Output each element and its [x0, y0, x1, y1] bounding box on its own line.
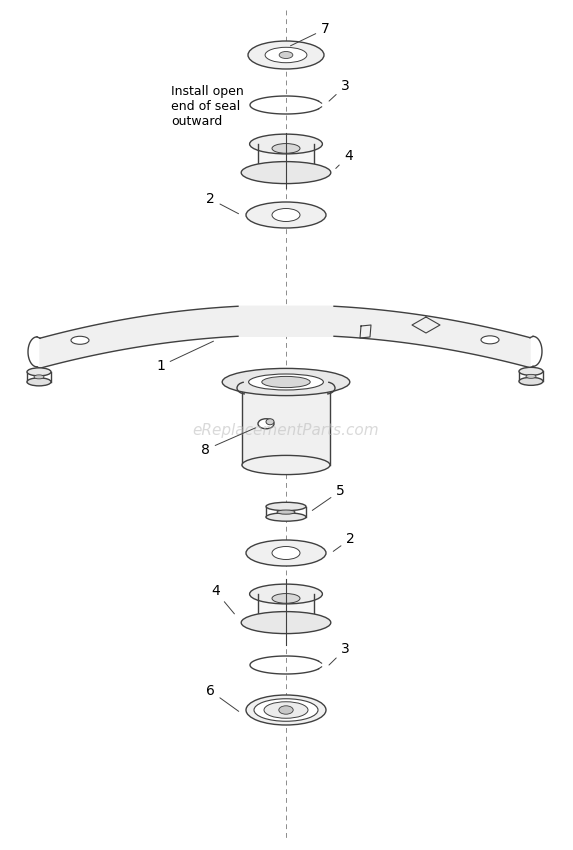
- Ellipse shape: [481, 336, 499, 344]
- Ellipse shape: [258, 612, 314, 629]
- Ellipse shape: [519, 377, 543, 385]
- Ellipse shape: [258, 162, 314, 178]
- Ellipse shape: [27, 378, 51, 386]
- Ellipse shape: [241, 612, 331, 633]
- Ellipse shape: [222, 368, 350, 395]
- Ellipse shape: [248, 41, 324, 69]
- Ellipse shape: [241, 162, 331, 184]
- Ellipse shape: [272, 547, 300, 559]
- Ellipse shape: [265, 48, 307, 63]
- Text: 6: 6: [206, 684, 239, 711]
- Ellipse shape: [279, 706, 293, 714]
- Ellipse shape: [272, 593, 300, 604]
- Text: 1: 1: [156, 341, 214, 373]
- Ellipse shape: [34, 375, 44, 379]
- Ellipse shape: [246, 202, 326, 228]
- Text: 4: 4: [336, 149, 353, 168]
- Polygon shape: [40, 306, 530, 368]
- Ellipse shape: [27, 368, 51, 376]
- Ellipse shape: [266, 502, 306, 511]
- Ellipse shape: [250, 584, 323, 604]
- Text: 8: 8: [201, 428, 256, 456]
- Ellipse shape: [279, 52, 293, 59]
- Ellipse shape: [519, 367, 543, 376]
- Ellipse shape: [526, 374, 536, 378]
- Ellipse shape: [254, 699, 318, 722]
- Ellipse shape: [246, 695, 326, 725]
- Text: 3: 3: [329, 642, 350, 665]
- Bar: [242, 390, 330, 465]
- Ellipse shape: [264, 702, 308, 718]
- Ellipse shape: [272, 144, 300, 153]
- Text: eReplacementParts.com: eReplacementParts.com: [193, 422, 379, 438]
- Ellipse shape: [246, 540, 326, 566]
- Ellipse shape: [250, 134, 323, 154]
- Text: 4: 4: [211, 584, 234, 614]
- Ellipse shape: [71, 337, 89, 344]
- Ellipse shape: [266, 513, 306, 521]
- Ellipse shape: [266, 419, 274, 425]
- Text: Install open
end of seal
outward: Install open end of seal outward: [171, 85, 244, 128]
- Ellipse shape: [249, 374, 323, 390]
- Ellipse shape: [262, 377, 310, 388]
- Bar: [258, 144, 314, 170]
- Text: 2: 2: [206, 192, 238, 213]
- Text: 5: 5: [312, 484, 345, 510]
- Ellipse shape: [277, 510, 295, 514]
- Text: 2: 2: [333, 532, 355, 552]
- Ellipse shape: [258, 419, 274, 428]
- Ellipse shape: [242, 456, 330, 474]
- Bar: [258, 594, 314, 620]
- Text: 7: 7: [291, 22, 329, 46]
- Ellipse shape: [272, 208, 300, 222]
- Text: 3: 3: [329, 79, 350, 101]
